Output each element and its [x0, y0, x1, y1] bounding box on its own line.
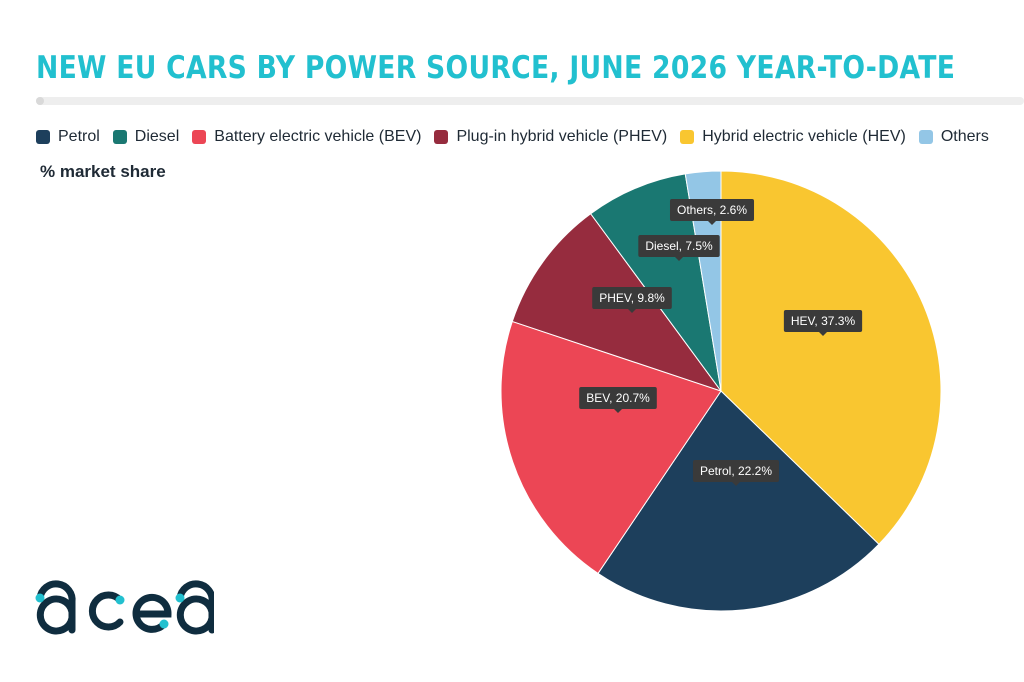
data-label-text-others: Others, 2.6% — [677, 203, 747, 217]
data-label-box-petrol — [692, 460, 780, 482]
data-label-text-diesel: Diesel, 7.5% — [645, 239, 713, 253]
legend-label-others: Others — [940, 128, 989, 145]
pie-slice-petrol[interactable] — [597, 390, 880, 612]
acea-logo — [35, 580, 214, 635]
data-label-box-hev — [783, 310, 863, 332]
legend-swatch-hev — [680, 130, 695, 144]
legend-label-petrol: Petrol — [58, 128, 100, 145]
legend-item-bev[interactable]: Battery electric vehicle (BEV) — [192, 128, 421, 146]
data-label-hev: HEV, 37.3% — [783, 310, 863, 336]
data-label-pointer-phev — [628, 309, 636, 313]
data-label-pointer-bev — [614, 409, 622, 413]
pie-slice-others[interactable] — [684, 170, 722, 392]
data-label-pointer-others — [708, 221, 716, 225]
data-label-box-diesel — [638, 235, 720, 257]
pie-slice-hev[interactable] — [720, 170, 942, 545]
legend-item-phev[interactable]: Plug-in hybrid vehicle (PHEV) — [434, 128, 667, 146]
legend-item-others[interactable]: Others — [918, 128, 989, 146]
legend: Petrol Diesel Battery electric vehicle (… — [36, 128, 1002, 146]
legend-item-diesel[interactable]: Diesel — [112, 128, 180, 146]
data-label-bev: BEV, 20.7% — [579, 387, 657, 413]
legend-swatch-bev — [192, 130, 207, 144]
data-label-phev: PHEV, 9.8% — [592, 287, 672, 313]
data-label-box-phev — [592, 287, 672, 309]
legend-label-phev: Plug-in hybrid vehicle (PHEV) — [456, 128, 668, 145]
data-label-pointer-diesel — [675, 257, 683, 261]
legend-swatch-petrol — [36, 130, 50, 144]
data-label-pointer-petrol — [732, 482, 740, 486]
data-label-text-bev: BEV, 20.7% — [586, 391, 650, 405]
title-underline — [36, 97, 1024, 105]
legend-item-petrol[interactable]: Petrol — [36, 128, 100, 146]
data-label-text-phev: PHEV, 9.8% — [599, 291, 665, 305]
data-label-box-others — [669, 199, 755, 221]
data-label-others: Others, 2.6% — [669, 199, 755, 225]
legend-label-hev: Hybrid electric vehicle (HEV) — [702, 128, 906, 145]
data-label-box-bev — [579, 387, 657, 409]
legend-item-hev[interactable]: Hybrid electric vehicle (HEV) — [680, 128, 906, 146]
legend-swatch-phev — [434, 130, 449, 144]
legend-swatch-others — [918, 130, 933, 144]
data-label-text-hev: HEV, 37.3% — [791, 314, 856, 328]
legend-label-bev: Battery electric vehicle (BEV) — [214, 128, 422, 145]
data-label-text-petrol: Petrol, 22.2% — [700, 464, 772, 478]
data-label-petrol: Petrol, 22.2% — [692, 460, 780, 486]
chart-title: NEW EU CARS BY POWER SOURCE, JUNE 2026 Y… — [36, 50, 956, 86]
pie-slice-bev[interactable] — [500, 320, 722, 575]
legend-label-diesel: Diesel — [134, 128, 180, 145]
pie-slice-diesel[interactable] — [589, 173, 722, 392]
title-underline-dot — [36, 97, 44, 105]
data-label-diesel: Diesel, 7.5% — [638, 235, 720, 261]
data-label-pointer-hev — [819, 332, 827, 336]
chart-subtitle: % market share — [40, 162, 166, 181]
legend-swatch-diesel — [112, 130, 127, 144]
